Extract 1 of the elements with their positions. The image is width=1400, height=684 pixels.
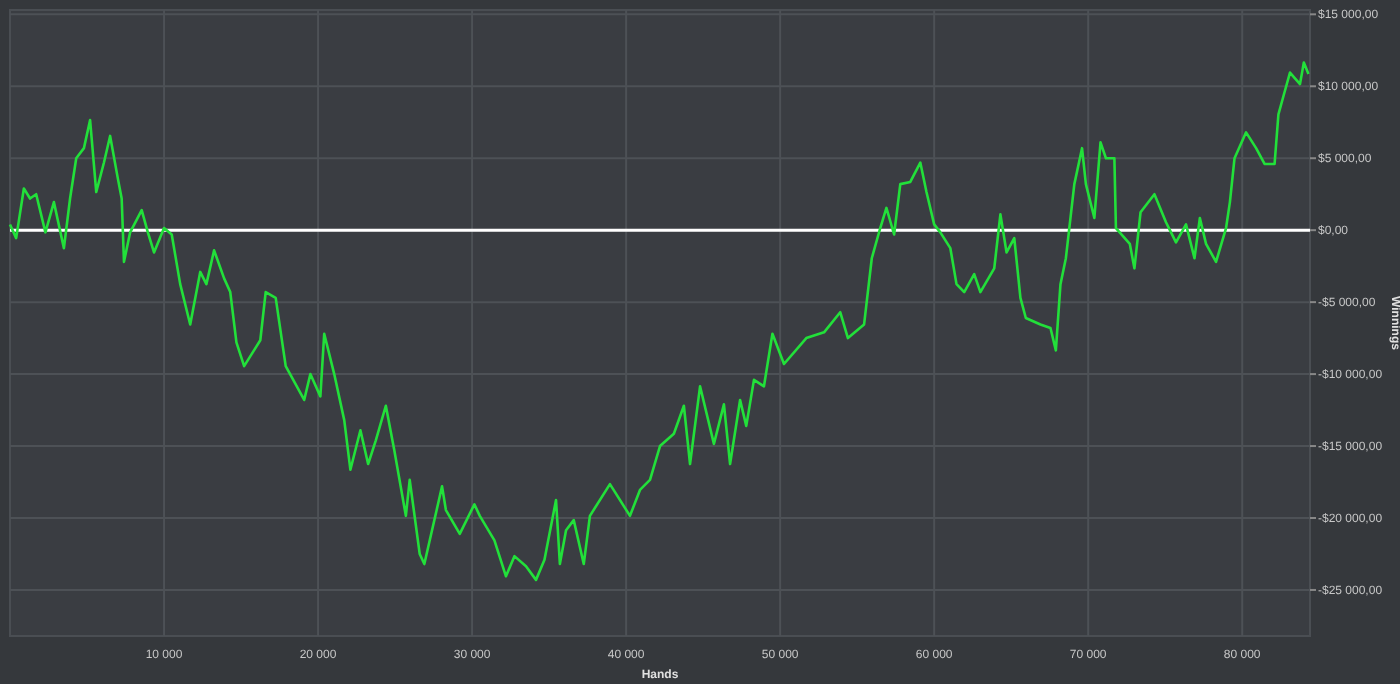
line-series	[8, 61, 1310, 582]
